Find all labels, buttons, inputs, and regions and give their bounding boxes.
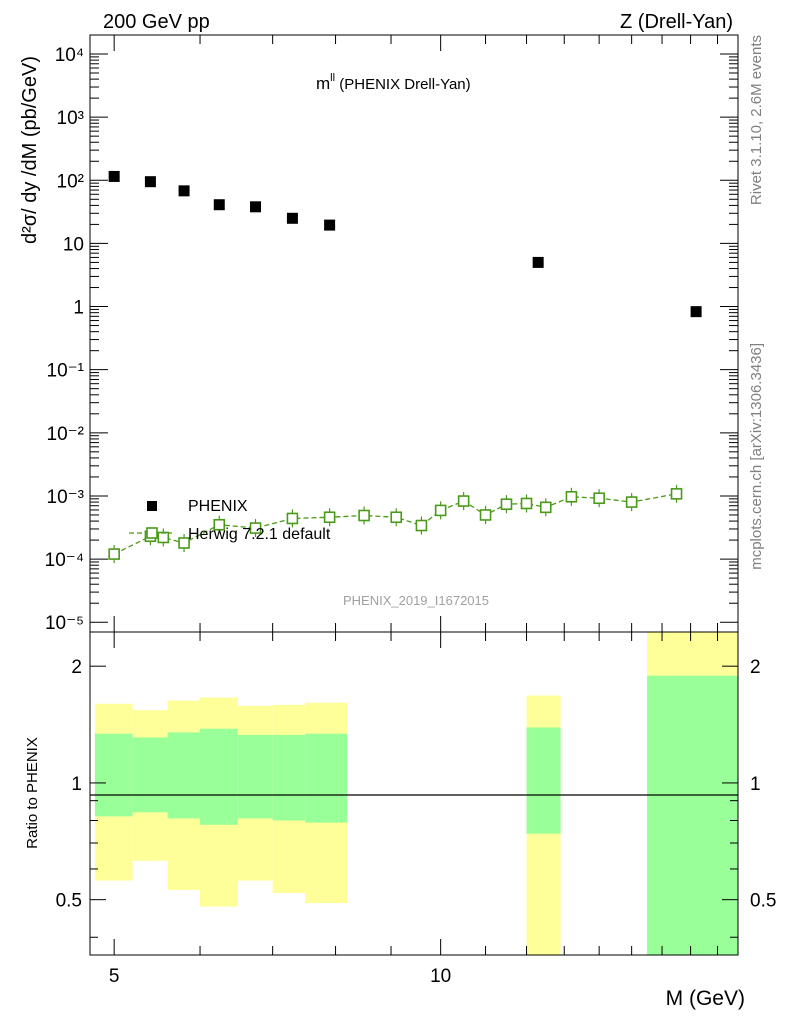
ratio-band-green (237, 734, 273, 819)
main-title-m: m (316, 74, 330, 93)
herwig-series (108, 484, 683, 564)
ratio-y-tick-label: 2 (71, 657, 82, 678)
header-right-label: Z (Drell-Yan) (620, 11, 733, 33)
legend-phenix-marker (147, 501, 157, 511)
herwig-line (113, 493, 677, 555)
phenix-point (250, 201, 262, 213)
main-y-tick-label: 10 (63, 234, 84, 255)
watermark: PHENIX_2019_I1672015 (343, 593, 489, 608)
herwig-point (358, 509, 370, 522)
legend: PHENIX Herwig 7.2.1 default (129, 498, 331, 543)
ratio-x-axis: 5 10 (109, 632, 719, 987)
main-y-axis: 10⁻⁵ 10⁻⁴ 10⁻³ 10⁻² 10⁻¹ 1 10 10² 10³ 10⁴ (45, 45, 738, 634)
phenix-point (532, 256, 544, 268)
herwig-point (593, 492, 605, 505)
herwig-point (670, 488, 683, 500)
main-y-tick-label: 10⁴ (55, 45, 84, 66)
legend-herwig-marker (146, 527, 158, 539)
phenix-point (690, 306, 702, 318)
main-y-tick-label: 10⁻¹ (47, 361, 85, 382)
legend-herwig-label: Herwig 7.2.1 default (188, 526, 331, 543)
phenix-point (324, 219, 336, 231)
ratio-y-tick-label-right: 0.5 (750, 891, 776, 912)
herwig-point (415, 519, 428, 532)
ratio-band-green (200, 728, 238, 825)
ratio-panel: 0.5 0.5 1 1 2 2 5 10 Ratio to PHENIX M (GeV) (24, 631, 776, 1010)
ratio-y-tick-label-right: 1 (750, 774, 761, 795)
ratio-y-tick-label: 1 (71, 774, 82, 795)
main-title: mll (PHENIX Drell-Yan) (316, 72, 471, 93)
herwig-point (249, 522, 262, 534)
main-y-tick-label: 1 (73, 298, 84, 319)
ratio-band-green (526, 727, 561, 834)
legend-phenix-label: PHENIX (188, 498, 248, 515)
x-tick-label: 5 (109, 966, 120, 987)
ratio-y-axis: 0.5 0.5 1 1 2 2 (56, 657, 776, 938)
x-axis-label: M (GeV) (666, 987, 745, 1010)
side-label-mcplots: mcplots.cern.ch [arXiv:1306.3436] (748, 343, 765, 570)
herwig-point (500, 498, 513, 511)
main-panel: 10⁻⁵ 10⁻⁴ 10⁻³ 10⁻² 10⁻¹ 1 10 10² 10³ 10⁴ mll (PH… (19, 34, 739, 634)
herwig-point (565, 490, 578, 503)
ratio-band-green (94, 733, 133, 817)
main-y-tick-label: 10² (57, 171, 84, 192)
herwig-point (178, 537, 190, 549)
x-tick-label: 10 (430, 966, 451, 987)
main-y-axis-label: d²σ/ dy /dM (pb/GeV) (19, 56, 41, 244)
herwig-point (157, 531, 170, 544)
ratio-band-green (272, 734, 306, 821)
herwig-point (479, 509, 492, 521)
phenix-point (178, 185, 190, 197)
herwig-point (390, 511, 403, 524)
ratio-band-green (305, 733, 348, 823)
herwig-point (108, 548, 120, 560)
herwig-point (213, 518, 226, 531)
herwig-point (434, 504, 447, 517)
herwig-point (323, 511, 336, 524)
phenix-point (286, 212, 298, 224)
herwig-point (625, 496, 638, 508)
main-y-tick-label: 10⁻² (47, 424, 85, 445)
main-y-tick-label: 10⁻³ (47, 487, 85, 508)
ratio-y-axis-label: Ratio to PHENIX (24, 737, 41, 849)
main-y-tick-label: 10⁻⁴ (45, 550, 84, 571)
ratio-band-green (647, 675, 738, 955)
herwig-point (539, 501, 552, 514)
phenix-point (144, 176, 156, 188)
phenix-point (108, 170, 120, 182)
header-left-label: 200 GeV pp (103, 11, 210, 33)
ratio-panel-frame (89, 631, 739, 956)
herwig-point (457, 495, 470, 507)
ratio-bands (94, 632, 738, 955)
main-title-sup: ll (330, 72, 335, 84)
ratio-y-tick-label: 0.5 (56, 891, 82, 912)
main-y-tick-label: 10⁻⁵ (45, 613, 84, 634)
ratio-band-green (132, 737, 168, 813)
phenix-series (108, 170, 702, 318)
main-x-axis-ticks (113, 35, 719, 632)
herwig-point (520, 497, 533, 510)
side-label-rivet: Rivet 3.1.10, 2.6M events (748, 35, 765, 205)
ratio-band-green (167, 732, 201, 819)
ratio-y-tick-label-right: 2 (750, 657, 761, 678)
main-y-tick-label: 10³ (57, 108, 84, 129)
phenix-point (213, 199, 225, 211)
main-title-rest: (PHENIX Drell-Yan) (335, 76, 471, 93)
herwig-point (286, 512, 299, 525)
